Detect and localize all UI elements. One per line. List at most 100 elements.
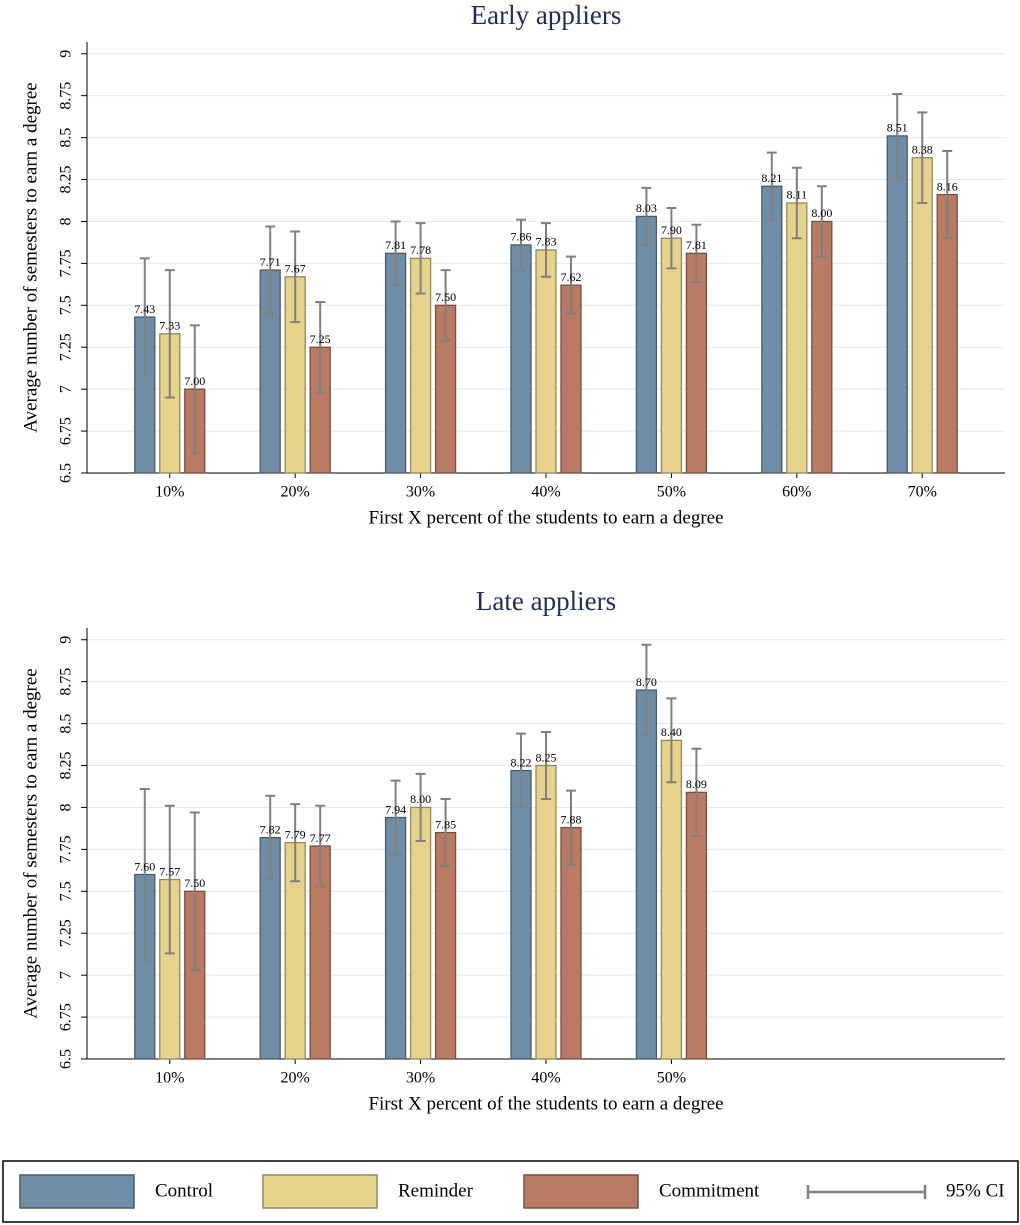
value-label: 7.57 [159,864,180,878]
error-bar [290,230,301,324]
value-label: 8.03 [636,201,657,215]
y-tick-label: 9 [58,636,75,644]
error-bar [516,732,526,809]
value-label: 7.60 [134,859,155,873]
error-bar [139,787,150,962]
error-bar [390,779,401,856]
value-label: 7.77 [310,831,331,845]
y-tick-label: 7.25 [58,919,75,947]
legend-swatch [523,1174,639,1209]
bar [635,689,658,1060]
x-tick-label: 50% [657,484,686,501]
x-tick-label: 30% [406,484,435,501]
bar [510,244,532,474]
value-label: 8.51 [887,121,908,135]
x-tick-label: 30% [406,1070,435,1087]
x-tick-label: 60% [782,484,811,501]
bar [685,252,708,474]
chart-title: Early appliers [471,0,622,30]
value-label: 7.71 [260,255,281,269]
y-tick-label: 8 [58,803,75,811]
y-tick-label: 6.75 [58,417,75,445]
error-bar [265,225,276,315]
bar [886,135,908,474]
value-label: 7.43 [134,302,155,316]
y-tick-label: 8.5 [58,128,75,148]
y-tick-label: 8.75 [58,668,75,696]
x-axis-label: First X percent of the students to earn … [368,1093,723,1114]
value-label: 7.50 [435,290,456,304]
error-bar [139,257,150,377]
value-label: 8.70 [636,675,657,689]
bar [635,215,658,474]
error-bar [691,223,702,283]
value-label: 8.09 [686,777,707,791]
value-label: 7.94 [385,802,406,816]
value-label: 7.82 [260,822,281,836]
y-tick-label: 8.25 [58,752,75,780]
bar [911,157,933,474]
value-label: 7.88 [561,812,582,826]
y-tick-label: 7.5 [58,295,75,315]
bar [510,769,532,1060]
y-axis-label: Average number of semesters to earn a de… [20,82,41,432]
error-bar [541,730,551,801]
bar [660,237,683,474]
value-label: 8.40 [661,725,682,739]
error-bar [440,798,451,868]
legend-label: Commitment [659,1180,760,1201]
x-tick-label: 10% [155,484,184,501]
bar [384,252,407,474]
chart-title: Late appliers [476,586,616,616]
value-label: 8.25 [536,750,557,764]
x-tick-label: 70% [908,484,937,501]
y-tick-label: 8 [58,217,75,225]
legend-label: Reminder [398,1180,474,1201]
error-bar [290,803,301,883]
value-label: 8.00 [811,206,832,220]
x-tick-label: 40% [531,484,560,501]
error-bar [315,300,326,394]
legend-label: 95% CI [946,1180,1005,1201]
y-tick-label: 7 [58,385,75,393]
error-bar [917,111,928,204]
y-tick-label: 6.75 [58,1003,75,1031]
error-bar [164,269,175,399]
y-tick-label: 7.5 [58,881,75,901]
value-label: 7.00 [184,374,205,388]
legend-label: Control [155,1180,213,1201]
bar [409,806,432,1060]
x-tick-label: 20% [281,484,310,501]
value-label: 7.86 [511,230,532,244]
y-tick-label: 6.5 [58,463,75,483]
error-bar [816,185,827,258]
legend-ci [806,1185,927,1199]
error-bar [566,789,576,866]
value-label: 7.90 [661,223,682,237]
y-tick-label: 8.5 [58,714,75,734]
bar [535,249,557,474]
error-bar [315,804,326,888]
x-axis-label: First X percent of the students to earn … [368,507,723,528]
x-tick-label: 40% [531,1070,560,1087]
y-tick-label: 6.5 [58,1049,75,1069]
error-bar [666,697,677,784]
error-bar [440,269,451,342]
legend-box [2,1160,1019,1223]
value-label: 8.00 [410,792,431,806]
value-label: 7.33 [159,319,180,333]
y-tick-label: 7.75 [58,249,75,277]
value-label: 7.81 [385,238,406,252]
value-label: 7.67 [285,262,306,276]
value-label: 8.11 [787,188,808,202]
legend-swatch [262,1174,378,1209]
error-bar [265,794,276,881]
value-label: 7.81 [686,238,707,252]
legend-swatch [19,1174,135,1209]
error-bar [942,150,953,240]
value-label: 8.16 [937,179,958,193]
bar [535,764,557,1060]
bar [660,739,683,1060]
x-tick-label: 20% [281,1070,310,1087]
